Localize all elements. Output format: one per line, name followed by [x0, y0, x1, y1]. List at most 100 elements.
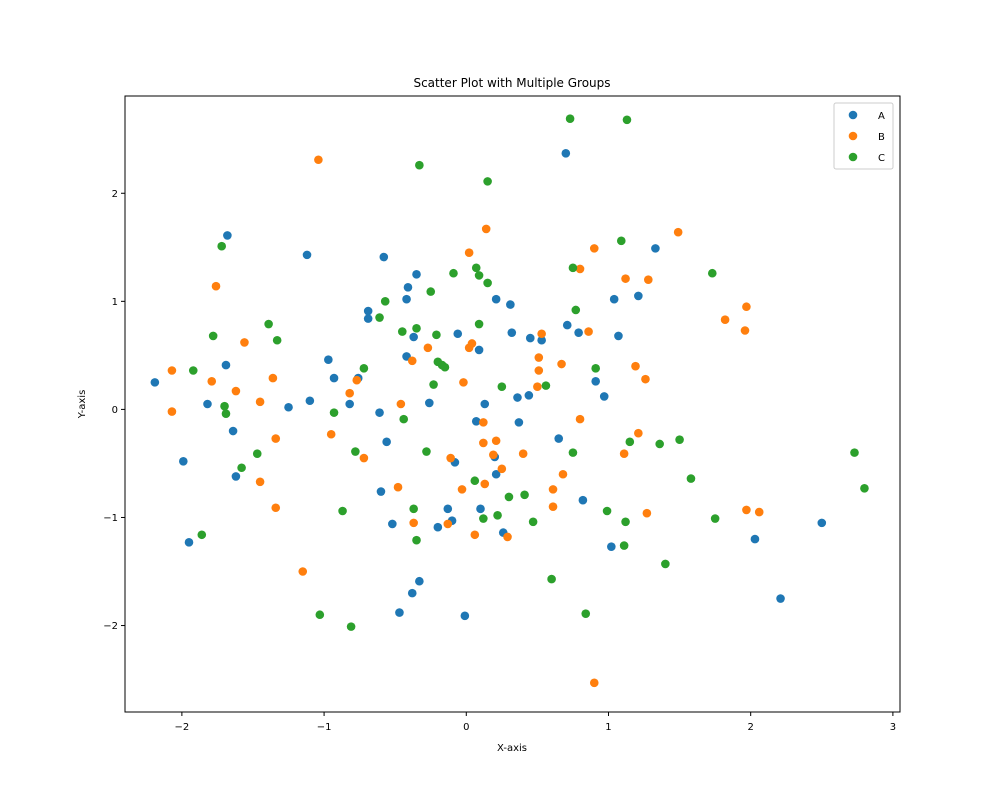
legend-items: ABC [848, 110, 885, 164]
legend-label-C: C [878, 153, 885, 164]
scatter-point-B [489, 450, 498, 460]
scatter-point-A [329, 373, 339, 383]
scatter-point-B [558, 469, 568, 479]
legend: ABC [833, 102, 894, 170]
scatter-point-A [491, 469, 501, 479]
scatter-point-A [409, 332, 418, 342]
scatter-point-B [167, 366, 177, 375]
scatter-point-B [396, 399, 406, 409]
scatter-point-A [651, 244, 660, 253]
scatter-point-C [220, 401, 229, 411]
scatter-point-B [497, 464, 507, 474]
scatter-point-A [425, 398, 434, 408]
scatter-point-B [644, 275, 653, 285]
scatter-point-A [634, 291, 643, 301]
scatter-point-A [561, 148, 571, 158]
scatter-point-B [271, 503, 281, 513]
scatter-point-A [471, 416, 481, 426]
scatter-point-C [528, 517, 538, 527]
scatter-point-C [483, 177, 492, 186]
scatter-point-C [351, 447, 360, 456]
plot-area [124, 95, 901, 713]
x-tick-label: −1 [317, 722, 332, 733]
scatter-point-B [754, 507, 764, 517]
scatter-point-C [479, 514, 488, 523]
chart-title: Scatter Plot with Multiple Groups [413, 76, 610, 90]
scatter-point-B [464, 248, 474, 258]
y-axis-ticks: −2 −1 0 1 2 [103, 189, 125, 632]
y-axis-label: Y-axis [77, 390, 88, 420]
legend-label-A: A [878, 111, 885, 122]
scatter-point-C [591, 364, 600, 373]
scatter-point-A [443, 504, 453, 514]
scatter-point-B [534, 353, 544, 362]
scatter-point-A [345, 399, 354, 409]
scatter-point-B [548, 502, 558, 511]
scatter-point-B [207, 377, 217, 386]
scatter-point-B [621, 274, 630, 283]
scatter-point-B [518, 449, 528, 459]
scatter-point-C [661, 559, 670, 569]
scatter-point-C [264, 319, 273, 329]
scatter-point-C [581, 609, 591, 618]
scatter-point-C [412, 535, 421, 545]
y-tick-label: 2 [112, 189, 118, 200]
scatter-point-B [742, 505, 751, 515]
x-tick-label: 0 [463, 722, 469, 733]
plot-frame [124, 95, 901, 713]
scatter-point-C [426, 287, 436, 296]
scatter-point-C [850, 448, 859, 457]
scatter-point-A [324, 355, 333, 364]
scatter-point-A [379, 252, 389, 262]
scatter-point-C [565, 114, 575, 123]
scatter-point-A [513, 393, 522, 402]
scatter-point-B [575, 414, 585, 424]
scatter-point-B [407, 356, 417, 366]
scatter-point-A [562, 320, 572, 330]
scatter-point-C [208, 331, 218, 341]
scatter-point-B [534, 366, 544, 375]
scatter-point-B [211, 281, 221, 291]
scatter-point-C [252, 449, 262, 459]
scatter-point-C [440, 362, 450, 372]
scatter-point-A [403, 282, 413, 292]
scatter-point-C [415, 160, 424, 170]
scatter-point-A [574, 328, 583, 337]
x-tick-label: −2 [175, 722, 190, 733]
scatter-point-A [382, 437, 391, 447]
scatter-point-C [375, 313, 384, 322]
x-tick-label: 2 [748, 722, 754, 733]
x-tick-label: 1 [605, 722, 611, 733]
scatter-point-A [578, 495, 588, 505]
scatter-point-C [571, 305, 581, 315]
scatter-point-B [240, 338, 249, 347]
scatter-point-C [621, 517, 630, 527]
scatter-point-B [589, 244, 599, 253]
scatter-point-A [150, 378, 160, 387]
scatter-point-B [345, 388, 354, 398]
scatter-point-C [221, 409, 231, 419]
scatter-point-A [474, 345, 484, 355]
scatter-point-B [467, 339, 477, 348]
scatter-point-B [409, 518, 418, 528]
scatter-point-B [742, 302, 751, 312]
scatter-point-A [395, 608, 404, 617]
scatter-point-A [363, 314, 373, 323]
scatter-point-A [506, 300, 515, 309]
scatter-point-C [568, 263, 578, 273]
scatter-point-B [537, 329, 546, 339]
scatter-point-B [641, 374, 650, 384]
scatter-point-C [380, 297, 390, 306]
scatter-point-B [479, 418, 488, 427]
scatter-point-C [504, 492, 514, 502]
scatter-point-C [483, 278, 492, 288]
scatter-point-A [591, 377, 600, 386]
scatter-point-C [474, 319, 484, 329]
y-tick-label: 1 [112, 297, 118, 308]
legend-marker-C [848, 152, 858, 162]
scatter-point-A [415, 576, 424, 586]
scatter-point-B [631, 361, 640, 371]
scatter-point-B [589, 678, 599, 688]
scatter-point-B [457, 485, 467, 494]
